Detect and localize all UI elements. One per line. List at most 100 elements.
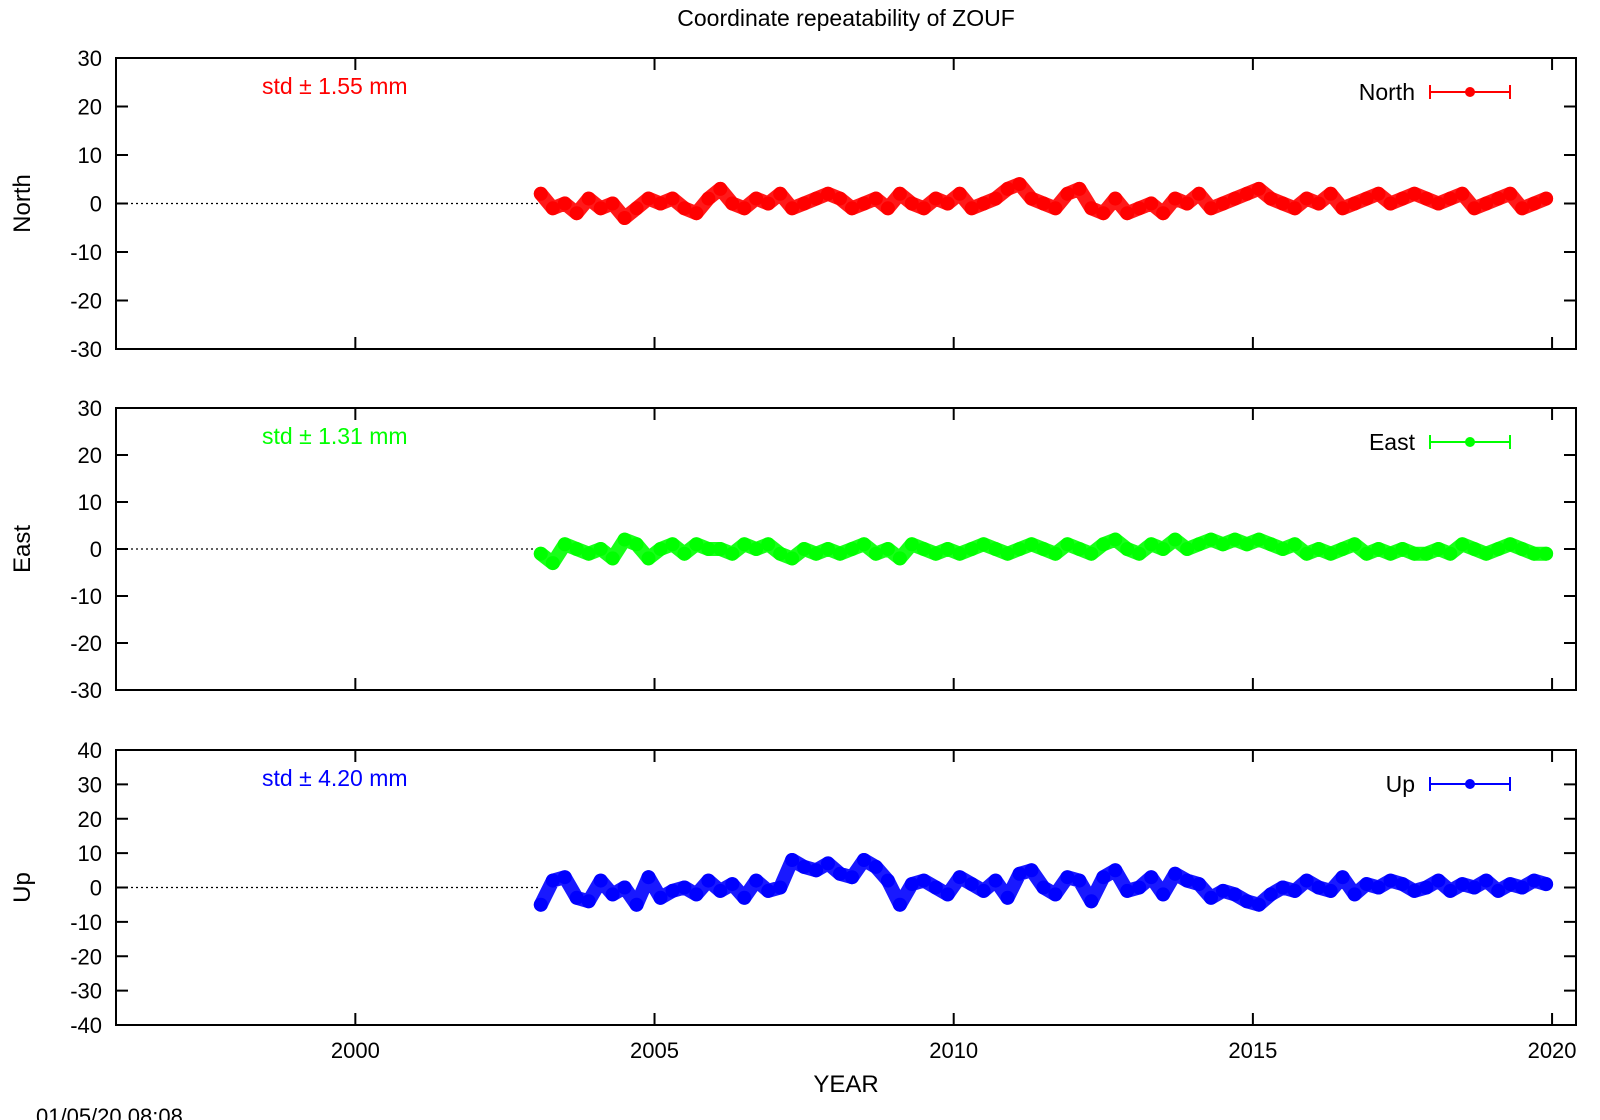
data-point xyxy=(1479,873,1494,888)
data-point xyxy=(1395,877,1410,892)
data-point xyxy=(1515,542,1530,556)
data-point xyxy=(737,537,752,552)
data-point xyxy=(1383,196,1398,211)
data-point xyxy=(641,551,656,566)
data-point xyxy=(1431,542,1446,556)
data-point xyxy=(653,890,668,905)
data-point xyxy=(1467,201,1482,216)
data-point xyxy=(629,537,644,552)
data-point xyxy=(545,556,560,571)
data-point xyxy=(892,186,907,201)
data-point xyxy=(880,201,895,216)
data-point xyxy=(1156,206,1171,221)
data-point xyxy=(1275,542,1290,556)
data-point xyxy=(713,883,728,898)
data-point xyxy=(749,542,764,556)
data-point xyxy=(713,542,728,556)
y-tick-label: 10 xyxy=(78,143,102,168)
data-point xyxy=(1347,196,1362,211)
data-point xyxy=(1024,191,1039,206)
data-point xyxy=(1479,196,1494,211)
data-point xyxy=(1144,870,1159,885)
data-point xyxy=(761,537,776,552)
data-point xyxy=(1419,880,1434,895)
legend-label: North xyxy=(1359,79,1415,105)
data-point xyxy=(1216,883,1230,898)
data-point xyxy=(1120,883,1135,898)
data-point xyxy=(845,201,859,216)
y-tick-label: -10 xyxy=(70,240,102,265)
data-point xyxy=(1431,196,1446,211)
data-point xyxy=(821,856,835,871)
data-point xyxy=(1192,537,1206,552)
data-point xyxy=(605,196,620,211)
data-point xyxy=(1239,186,1254,201)
y-tick-label: 20 xyxy=(78,443,102,468)
data-point xyxy=(940,542,955,556)
data-point xyxy=(593,873,608,888)
data-point xyxy=(1443,546,1458,561)
data-point xyxy=(725,196,740,211)
data-point xyxy=(749,191,764,206)
data-point xyxy=(1407,546,1422,561)
data-point xyxy=(581,546,596,561)
data-point xyxy=(665,883,680,898)
data-point xyxy=(868,859,883,874)
x-axis-label: YEAR xyxy=(813,1071,878,1098)
data-point xyxy=(785,551,800,566)
data-point xyxy=(1084,546,1099,561)
y-axis-label: North xyxy=(9,174,36,233)
data-point xyxy=(1491,883,1506,898)
data-point xyxy=(1491,191,1506,206)
data-point xyxy=(976,883,991,898)
data-point xyxy=(533,186,548,201)
data-point xyxy=(1503,537,1518,552)
data-point xyxy=(1299,546,1314,561)
data-point xyxy=(1251,532,1266,547)
data-point xyxy=(916,201,931,216)
data-point xyxy=(557,870,572,885)
data-point xyxy=(940,887,955,902)
y-tick-label: -30 xyxy=(70,678,102,703)
y-tick-label: -20 xyxy=(70,289,102,314)
x-tick-label: 2010 xyxy=(929,1038,978,1063)
east-panel: 30 20 10 0 -10 -20 -30 East std ± 1.31 mm East xyxy=(9,396,1577,703)
data-point xyxy=(928,546,943,561)
data-point xyxy=(605,887,620,902)
data-point xyxy=(916,873,931,888)
data-point xyxy=(1287,883,1302,898)
data-point xyxy=(1168,532,1183,547)
data-point xyxy=(1287,537,1302,552)
data-point xyxy=(653,542,668,556)
data-point xyxy=(1503,877,1518,892)
data-point xyxy=(1359,546,1374,561)
data-point xyxy=(880,542,895,556)
y-tick-label: -20 xyxy=(70,944,102,969)
data-point xyxy=(1263,887,1278,902)
data-point xyxy=(1347,537,1362,552)
data-point xyxy=(593,542,608,556)
data-point xyxy=(809,191,824,206)
legend-marker xyxy=(1465,437,1475,447)
data-point xyxy=(1144,537,1159,552)
data-point xyxy=(1323,186,1338,201)
data-point xyxy=(1263,537,1278,552)
data-point xyxy=(1084,894,1099,909)
data-point xyxy=(629,897,644,912)
data-point xyxy=(892,897,907,912)
y-tick-label: 10 xyxy=(78,841,102,866)
data-point xyxy=(1204,890,1218,905)
data-point xyxy=(773,186,788,201)
data-point xyxy=(1216,196,1230,211)
data-point xyxy=(1108,532,1123,547)
data-point xyxy=(1084,201,1099,216)
data-point xyxy=(689,206,704,221)
data-point xyxy=(761,196,776,211)
data-point xyxy=(1036,880,1051,895)
data-point xyxy=(1180,196,1195,211)
data-point xyxy=(1539,191,1554,206)
data-point xyxy=(617,880,632,895)
data-point xyxy=(821,186,835,201)
y-tick-label: -10 xyxy=(70,584,102,609)
data-point xyxy=(964,877,979,892)
